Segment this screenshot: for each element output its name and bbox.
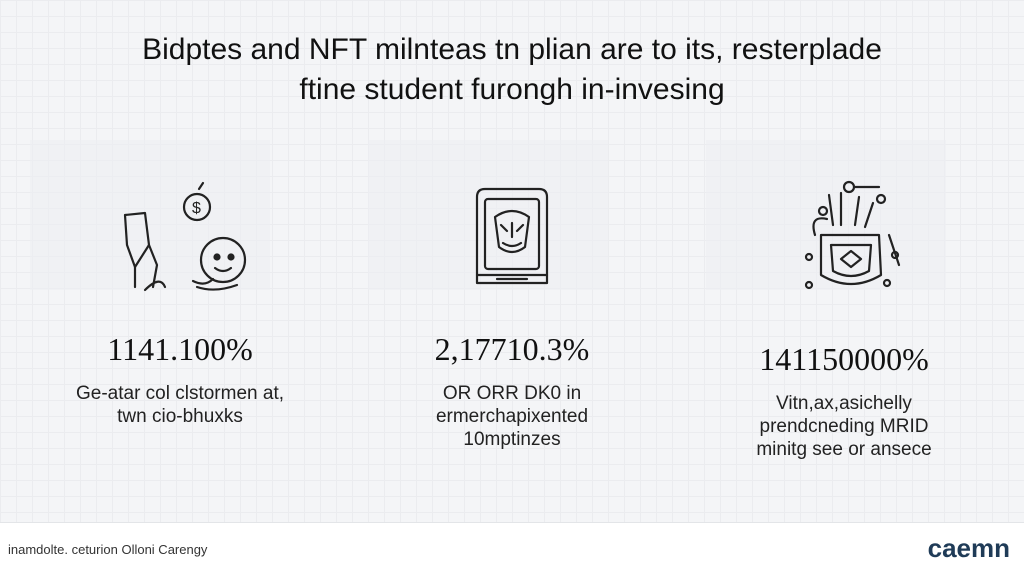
desc-line: minitg see or ansece (756, 439, 932, 460)
title-line-1: Bidptes and NFT milnteas tn plian are to… (142, 33, 882, 66)
finance-person-icon: $ (123, 181, 247, 292)
stat-description-3: Vitn,ax,asichelly prendcneding MRID mini… (694, 392, 994, 461)
stat-description-2: OR ORR DK0 in ermerchapixented 10mptinze… (362, 382, 662, 451)
stat-column-3: 141150000% Vitn,ax,asichelly prendcnedin… (694, 175, 994, 461)
stat-column-2: 2,17710.3% OR ORR DK0 in ermerchapixente… (362, 175, 662, 451)
background-panel-left (30, 140, 270, 290)
svg-text:$: $ (192, 200, 201, 217)
crypto-network-icon (804, 180, 901, 290)
stat-value-3: 141150000% (759, 341, 929, 377)
footer-text: inamdolte. ceturion Olloni Carengy (8, 542, 208, 557)
brand-logo[interactable]: caemn (927, 533, 1010, 563)
desc-line: Vitn,ax,asichelly (776, 393, 912, 414)
desc-line: prendcneding MRID (759, 416, 929, 437)
title-line-2: ftine student furongh in-invesing (299, 73, 725, 106)
stat-value-1: 1141.100% (107, 331, 253, 367)
stat-value-2: 2,17710.3% (434, 331, 590, 367)
desc-line: ermerchapixented (435, 406, 589, 427)
footer-bar: inamdolte. ceturion Olloni Carengy caemn (0, 522, 1024, 577)
desc-line: twn cio-bhuxks (117, 406, 243, 427)
background-panel-center (368, 140, 608, 290)
stat-description-1: Ge-atar col clstormen at, twn cio-bhuxks (30, 382, 330, 428)
stat-column-1: $ 1141.100% Ge-atar col clstormen at, tw… (30, 175, 330, 428)
desc-line: OR ORR DK0 in (442, 383, 582, 404)
desc-line: Ge-atar col clstormen at, (75, 383, 285, 404)
desc-line: 10mptinzes (463, 429, 561, 450)
page-title: Bidptes and NFT milnteas tn plian are to… (0, 30, 1024, 110)
nft-frame-icon (475, 187, 549, 285)
